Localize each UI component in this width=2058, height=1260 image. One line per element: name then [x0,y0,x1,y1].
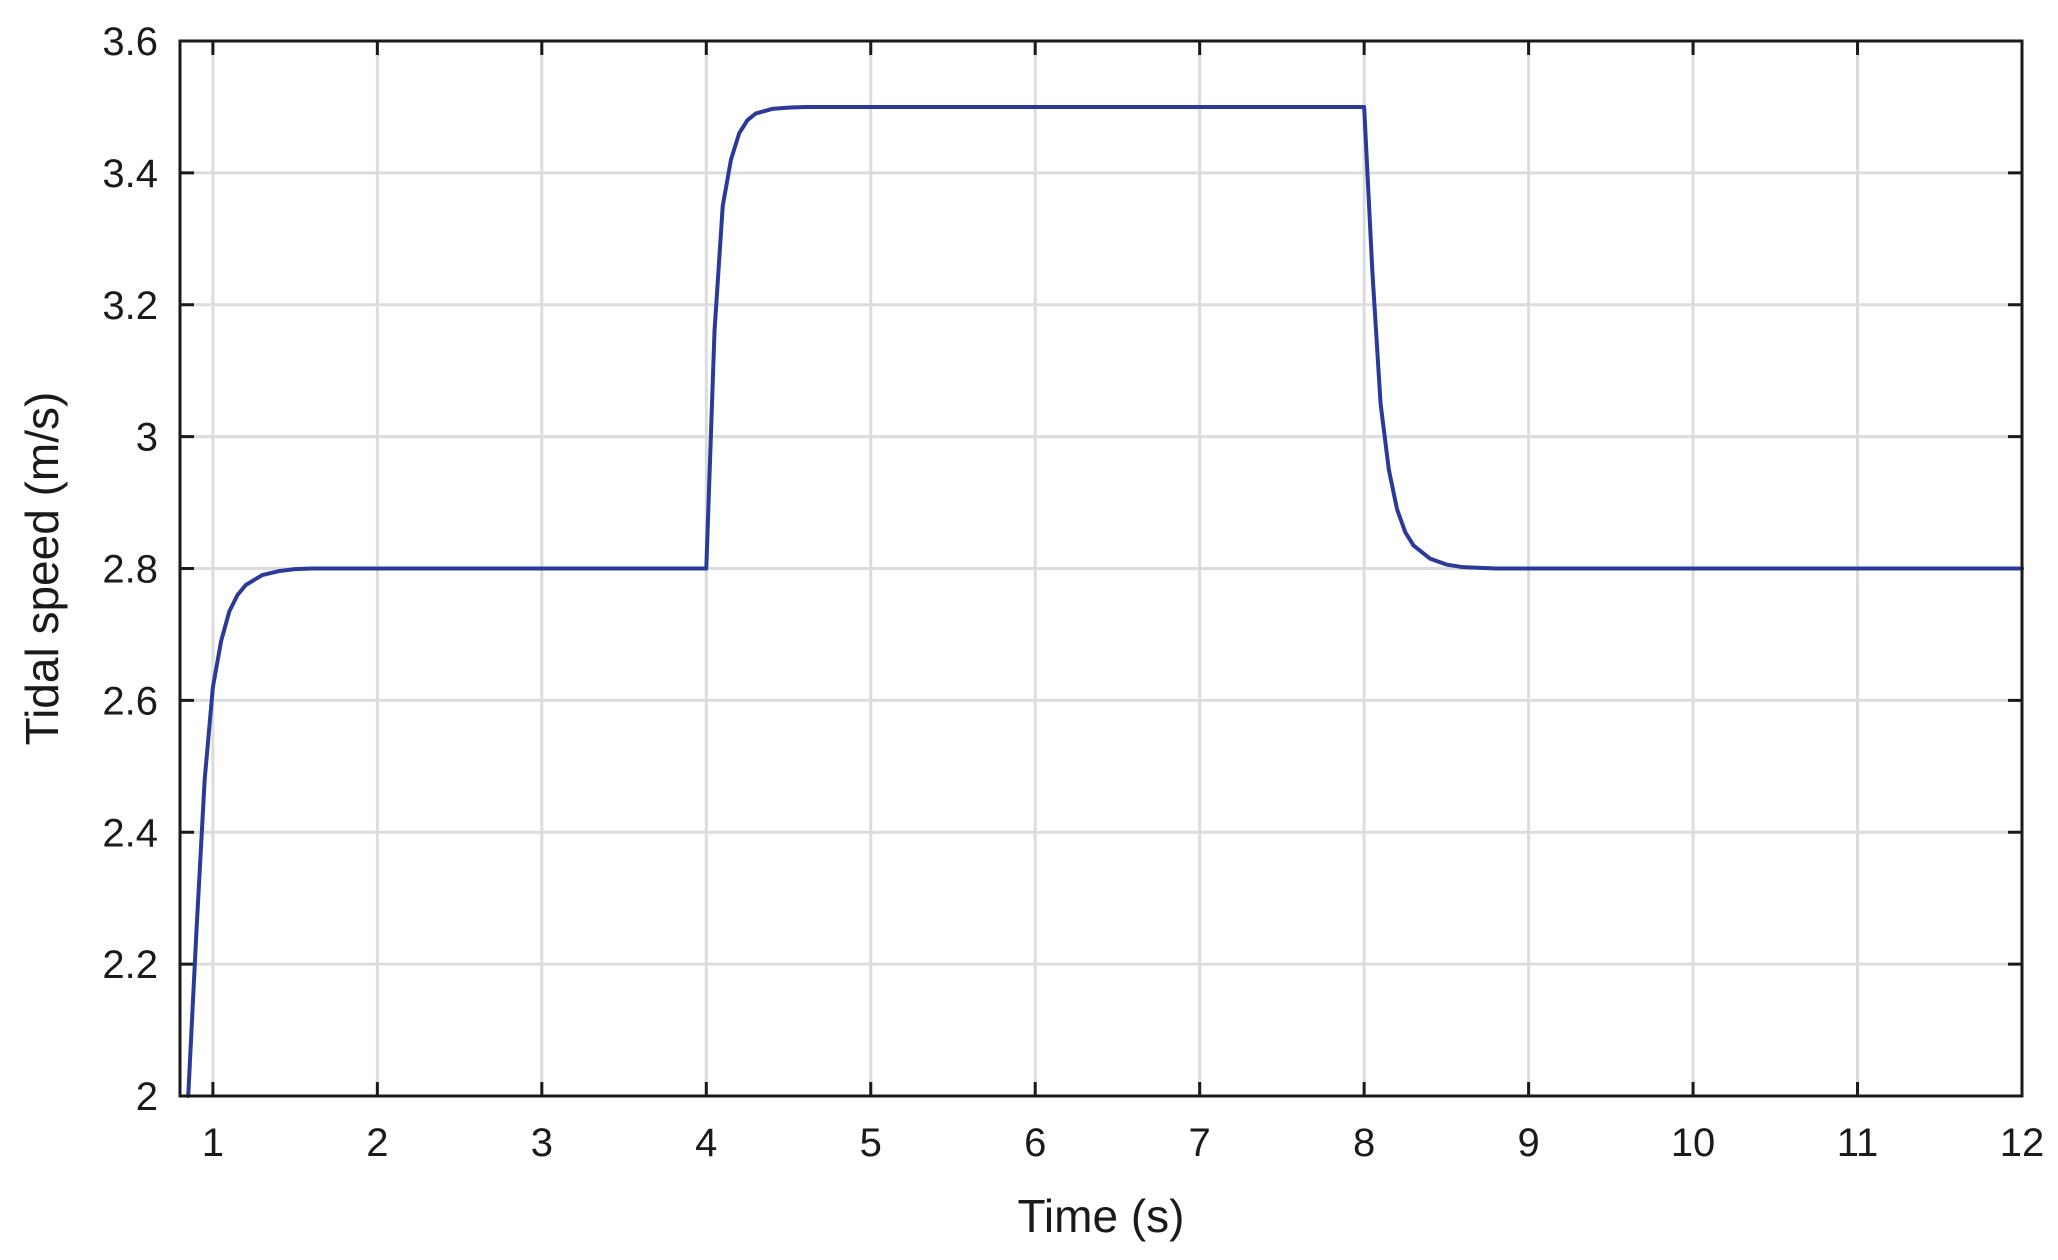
x-tick-labels: 1 2 3 4 5 6 7 8 9 10 11 12 [202,1121,2044,1165]
x-tick-label: 10 [1671,1121,1716,1165]
y-tick-label: 2.2 [102,943,158,987]
y-axis-label: Tidal speed (m/s) [16,392,68,746]
x-tick-label: 9 [1517,1121,1539,1165]
x-tick-label: 3 [531,1121,553,1165]
x-tick-label: 12 [2000,1121,2045,1165]
x-tick-label: 7 [1189,1121,1211,1165]
x-tick-label: 11 [1837,1121,1879,1165]
y-tick-label: 2 [136,1075,158,1119]
x-tick-label: 2 [366,1121,388,1165]
y-tick-label: 3.4 [102,152,158,196]
y-tick-label: 3.6 [102,20,158,64]
y-tick-labels: 2 2.2 2.4 2.6 2.8 3 3.2 3.4 3.6 [102,20,158,1119]
x-tick-label: 1 [202,1121,224,1165]
y-tick-label: 3.2 [102,284,158,328]
y-tick-label: 2.8 [102,548,158,592]
x-tick-label: 8 [1353,1121,1375,1165]
x-tick-label: 4 [695,1121,717,1165]
series-group [186,104,2024,1098]
x-tick-label: 5 [860,1121,882,1165]
x-tick-label: 6 [1024,1121,1046,1165]
series-line [186,104,2024,1098]
y-tick-label: 2.4 [102,811,158,855]
x-axis-label: Time (s) [1018,1190,1185,1242]
plot-frame [178,39,2024,1098]
y-tick-label: 3 [136,416,158,460]
y-tick-label: 2.6 [102,679,158,723]
